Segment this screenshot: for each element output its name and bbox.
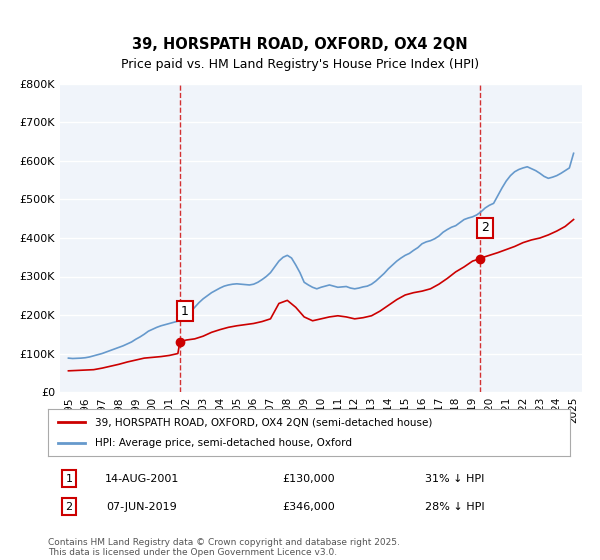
Text: 2: 2 [481,222,489,235]
Text: £346,000: £346,000 [283,502,335,512]
Text: £130,000: £130,000 [283,474,335,484]
Text: 2: 2 [65,502,73,512]
Text: HPI: Average price, semi-detached house, Oxford: HPI: Average price, semi-detached house,… [95,438,352,448]
Text: Contains HM Land Registry data © Crown copyright and database right 2025.
This d: Contains HM Land Registry data © Crown c… [48,538,400,557]
Text: 1: 1 [181,305,189,318]
Text: 14-AUG-2001: 14-AUG-2001 [105,474,179,484]
Text: 07-JUN-2019: 07-JUN-2019 [107,502,178,512]
Text: 39, HORSPATH ROAD, OXFORD, OX4 2QN (semi-detached house): 39, HORSPATH ROAD, OXFORD, OX4 2QN (semi… [95,417,433,427]
Text: 31% ↓ HPI: 31% ↓ HPI [425,474,485,484]
Text: 39, HORSPATH ROAD, OXFORD, OX4 2QN: 39, HORSPATH ROAD, OXFORD, OX4 2QN [132,38,468,52]
Text: 1: 1 [65,474,73,484]
Text: Price paid vs. HM Land Registry's House Price Index (HPI): Price paid vs. HM Land Registry's House … [121,58,479,71]
Text: 28% ↓ HPI: 28% ↓ HPI [425,502,485,512]
